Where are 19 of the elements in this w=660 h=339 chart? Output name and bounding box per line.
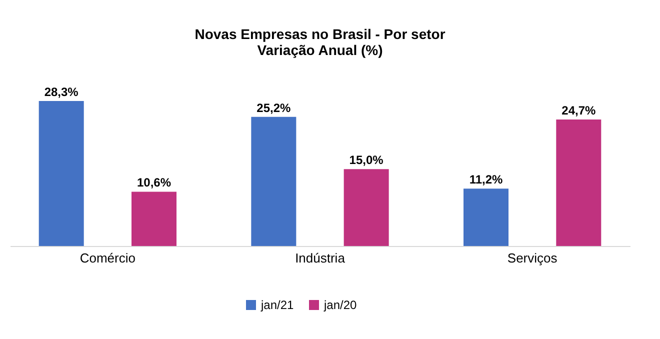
x-tick-label: Indústria — [295, 250, 346, 266]
data-label: 25,2% — [256, 100, 292, 115]
chart-subtitle: Variação Anual (%) — [257, 42, 383, 58]
legend-label: jan/21 — [260, 298, 294, 312]
bar — [251, 116, 296, 246]
data-label: 11,2% — [469, 172, 504, 187]
bar — [132, 192, 176, 246]
bar — [464, 188, 508, 246]
bar — [38, 101, 84, 246]
data-label: 10,6% — [136, 176, 172, 190]
bar — [344, 169, 389, 246]
data-label: 15,0% — [349, 153, 384, 168]
data-label: 24,7% — [562, 103, 596, 118]
legend-label: jan/20 — [323, 298, 358, 312]
chart-title: Novas Empresas no Brasil - Por setor — [194, 26, 446, 42]
data-label: 28,3% — [44, 85, 79, 99]
x-tick-label: Serviços — [507, 250, 558, 266]
bar — [556, 119, 602, 246]
x-tick-label: Comércio — [80, 250, 136, 266]
